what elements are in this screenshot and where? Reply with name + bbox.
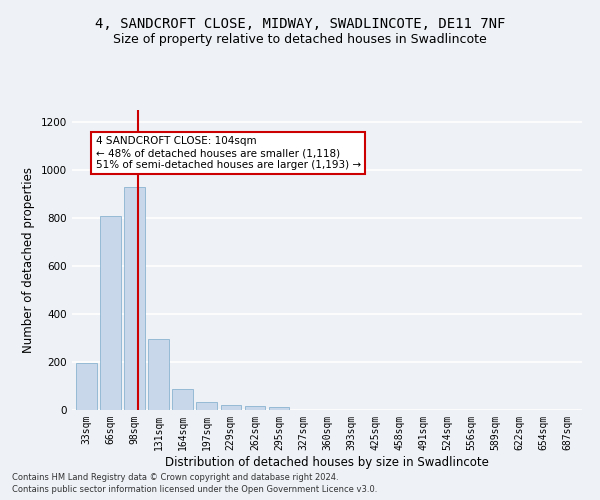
Bar bbox=[76, 363, 97, 410]
X-axis label: Distribution of detached houses by size in Swadlincote: Distribution of detached houses by size … bbox=[165, 456, 489, 468]
Bar bbox=[221, 405, 241, 410]
Bar bbox=[124, 187, 145, 410]
Text: Size of property relative to detached houses in Swadlincote: Size of property relative to detached ho… bbox=[113, 32, 487, 46]
Bar bbox=[172, 389, 193, 410]
Text: 4 SANDCROFT CLOSE: 104sqm
← 48% of detached houses are smaller (1,118)
51% of se: 4 SANDCROFT CLOSE: 104sqm ← 48% of detac… bbox=[95, 136, 361, 170]
Bar bbox=[148, 339, 169, 410]
Bar bbox=[100, 216, 121, 410]
Text: Contains HM Land Registry data © Crown copyright and database right 2024.: Contains HM Land Registry data © Crown c… bbox=[12, 474, 338, 482]
Bar bbox=[196, 402, 217, 410]
Text: 4, SANDCROFT CLOSE, MIDWAY, SWADLINCOTE, DE11 7NF: 4, SANDCROFT CLOSE, MIDWAY, SWADLINCOTE,… bbox=[95, 18, 505, 32]
Text: Contains public sector information licensed under the Open Government Licence v3: Contains public sector information licen… bbox=[12, 485, 377, 494]
Bar bbox=[245, 406, 265, 410]
Y-axis label: Number of detached properties: Number of detached properties bbox=[22, 167, 35, 353]
Bar bbox=[269, 407, 289, 410]
